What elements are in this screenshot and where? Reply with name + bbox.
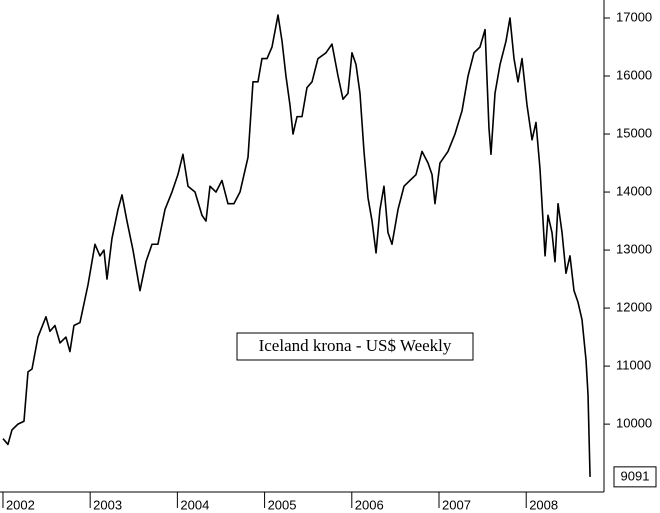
x-tick-label: 2006: [355, 497, 384, 512]
x-tick-label: 2004: [180, 497, 209, 512]
y-tick-label: 17000: [616, 9, 652, 24]
x-tick-label: 2005: [268, 497, 297, 512]
x-tick-label: 2007: [442, 497, 471, 512]
series-label: Iceland krona - US$ Weekly: [259, 336, 452, 355]
last-value-label: 9091: [621, 468, 650, 483]
y-tick-label: 12000: [616, 300, 652, 315]
y-tick-label: 16000: [616, 67, 652, 82]
y-tick-label: 14000: [616, 183, 652, 198]
y-tick-label: 15000: [616, 125, 652, 140]
x-tick-label: 2003: [93, 497, 122, 512]
y-tick-label: 10000: [616, 416, 652, 431]
last-value-box: [613, 466, 657, 488]
annotation-box: [236, 332, 474, 361]
x-tick-label: 2002: [6, 497, 35, 512]
x-tick-label: 2008: [529, 497, 558, 512]
line-series: [2, 14, 591, 477]
y-tick-label: 13000: [616, 241, 652, 256]
y-tick-label: 11000: [616, 358, 651, 373]
